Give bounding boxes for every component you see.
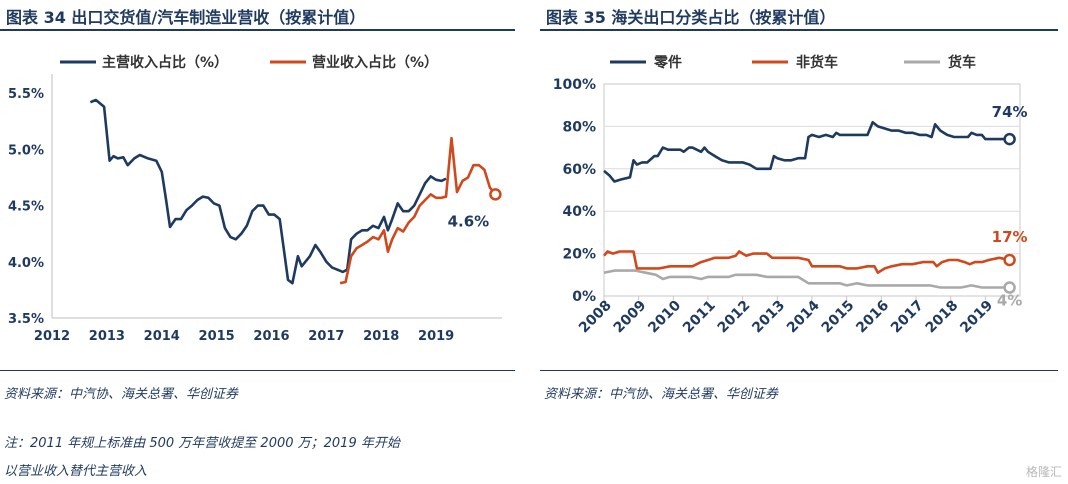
x-tick-label: 2012: [34, 329, 70, 344]
x-tick-label: 2014: [784, 297, 823, 336]
x-tick-label: 2011: [680, 298, 719, 337]
end-marker-2: [1003, 253, 1016, 267]
y-tick-label: 5.0%: [8, 143, 44, 158]
legend-label: 零件: [653, 54, 682, 71]
x-tick-label: 2015: [819, 298, 858, 337]
y-tick-label: 5.5%: [8, 87, 44, 102]
source-rule-right: [540, 370, 1058, 371]
x-tick-label: 2010: [645, 297, 684, 336]
x-tick-label: 2015: [199, 329, 235, 344]
y-tick-label: 40%: [562, 204, 596, 220]
series-line-2: [603, 250, 1010, 274]
end-value-label-1: 74%: [992, 103, 1028, 121]
legend-label: 非货车: [796, 54, 838, 71]
legend-label: 主营收入占比（%）: [102, 54, 228, 71]
source-rule-left: [0, 370, 515, 371]
y-tick-label: 80%: [562, 119, 596, 135]
title-rule-left: [0, 29, 515, 31]
series-line-1: [603, 120, 1010, 183]
end-marker: [489, 188, 502, 201]
source-text-left: 资料来源：中汽协、海关总署、华创证券: [4, 387, 239, 402]
chart-title-right: 图表 35 海关出口分类占比（按累计值）: [546, 8, 836, 27]
x-tick-label: 2016: [253, 329, 289, 344]
y-tick-label: 100%: [553, 77, 596, 93]
note-line-1: 注：2011 年规上标准由 500 万年营收提至 2000 万；2019 年开始: [4, 436, 400, 451]
series-line-3: [603, 269, 1010, 289]
x-tick-label: 2016: [853, 298, 892, 337]
y-tick-label: 60%: [562, 162, 596, 178]
chart-title-left: 图表 34 出口交货值/汽车制造业营收（按累计值）: [6, 8, 366, 27]
y-tick-label: 3.5%: [8, 312, 44, 327]
end-value-label-3: 4%: [997, 292, 1022, 310]
note-line-2: 以营业收入替代主营收入: [4, 464, 148, 479]
x-tick-label: 2018: [363, 329, 399, 344]
x-tick-label: 2013: [89, 329, 125, 344]
legend-label: 货车: [947, 54, 976, 71]
watermark: 格隆汇: [1025, 465, 1062, 479]
end-value-label: 4.6%: [448, 212, 490, 230]
line-chart-left: 3.5% 4.0% 4.5% 5.0% 5.5% 2012 2013 2014 2015 2016…: [8, 54, 502, 344]
end-marker-3: [1003, 281, 1016, 294]
series-line-1: [89, 98, 447, 285]
x-tick-label: 2012: [715, 298, 754, 337]
source-text-right: 资料来源：中汽协、海关总署、华创证券: [544, 387, 779, 402]
x-tick-label: 2017: [888, 298, 927, 337]
x-tick-label: 2013: [749, 298, 788, 337]
x-tick-label: 2014: [144, 329, 180, 344]
y-tick-label: 20%: [562, 247, 596, 263]
x-tick-label: 2019: [418, 329, 454, 344]
legend-label: 营业收入占比（%）: [312, 54, 438, 71]
x-tick-label: 2009: [611, 298, 650, 337]
y-tick-label: 0%: [572, 289, 596, 305]
x-tick-label: 2018: [923, 298, 962, 337]
end-marker-1: [1003, 132, 1016, 146]
title-rule-right: [540, 29, 1058, 31]
x-tick-label: 2019: [957, 298, 996, 337]
series-line-2: [339, 136, 497, 285]
line-chart-right: 0%20%40%60%80%100%2008200920102011201220…: [553, 54, 1028, 337]
y-tick-label: 4.0%: [8, 256, 44, 271]
y-tick-label: 4.5%: [8, 200, 44, 215]
end-value-label-2: 17%: [992, 228, 1028, 246]
x-tick-label: 2017: [308, 329, 344, 344]
